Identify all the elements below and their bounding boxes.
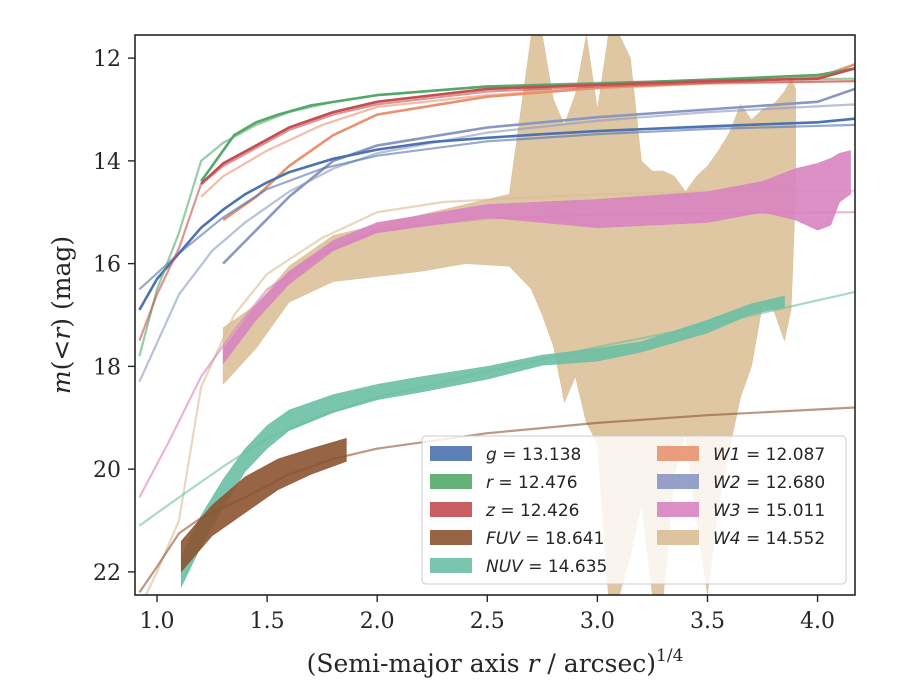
legend-band: W2: [713, 473, 741, 493]
legend-entry-r: r = 12.476: [430, 473, 578, 493]
fit-line-r: [138, 77, 855, 357]
x-axis-label-pre: (Semi-major axis: [307, 649, 528, 678]
legend-entry-g: g = 13.138: [430, 445, 581, 465]
legend-label: FUV = 18.641: [486, 529, 604, 549]
legend-entry-W2: W2 = 12.680: [657, 473, 825, 493]
y-axis-label-lt: <: [47, 340, 76, 361]
fit-line-W4: [145, 189, 855, 595]
profile-line-g: [138, 117, 855, 311]
y-axis-label: m(<r) (mag): [47, 236, 76, 394]
legend-band: z: [485, 501, 496, 521]
y-tick-label: 22: [93, 561, 121, 586]
legend-value: = 13.138: [497, 445, 582, 465]
x-tick-label: 4.0: [800, 609, 835, 634]
legend-value: = 12.426: [495, 501, 580, 521]
legend-frame: [421, 435, 847, 585]
legend-label: z = 12.426: [485, 501, 579, 521]
fit-line-W3: [138, 211, 855, 498]
series-r: [138, 67, 855, 357]
legend-swatch: [430, 446, 472, 461]
legend-value: = 12.087: [741, 445, 826, 465]
profile-line-W2: [222, 87, 855, 265]
legend-swatch: [657, 530, 699, 545]
series-W3: [138, 150, 855, 498]
x-axis-label-var: r: [528, 649, 542, 678]
legend-swatch: [657, 446, 699, 461]
band-FUV: [180, 437, 347, 573]
x-tick-label: 1.0: [140, 609, 175, 634]
legend-swatch: [657, 474, 699, 489]
legend-swatch: [430, 530, 472, 545]
legend-swatch: [430, 558, 472, 573]
legend-band: r: [486, 473, 494, 493]
plot-frame: [134, 34, 856, 596]
legend-entry-FUV: FUV = 18.641: [430, 529, 604, 549]
legend-band: g: [486, 445, 497, 465]
x-axis: 1.0 1.5 2.0 2.5 3.0 3.5 4.0: [140, 595, 835, 634]
y-tick-label: 12: [93, 47, 121, 72]
legend-entry-z: z = 12.426: [430, 501, 579, 521]
series-NUV: [138, 290, 855, 588]
legend-band: W4: [713, 529, 741, 549]
x-tick-label: 3.0: [580, 609, 615, 634]
x-axis-label-post: / arcsec): [539, 649, 656, 678]
series-z: [138, 67, 855, 342]
series-W2: [138, 87, 855, 383]
series-g: [138, 117, 855, 311]
series-FUV: [138, 406, 855, 594]
legend-swatch: [430, 502, 472, 517]
legend-swatch: [657, 502, 699, 517]
y-tick-label: 18: [93, 355, 121, 380]
legend-label: NUV = 14.635: [486, 557, 607, 577]
legend-swatch: [430, 474, 472, 489]
legend-band: FUV: [486, 529, 521, 549]
fit-line-NUV: [138, 290, 855, 527]
legend-label: W3 = 15.011: [713, 501, 825, 521]
legend-value: = 12.680: [741, 473, 826, 493]
legend-label: W4 = 14.552: [713, 529, 825, 549]
legend-band: W3: [713, 501, 741, 521]
legend-value: = 12.476: [493, 473, 578, 493]
fit-line-W2: [138, 103, 855, 383]
y-tick-label: 16: [93, 253, 121, 278]
x-tick-label: 2.5: [470, 609, 505, 634]
legend-label: W1 = 12.087: [713, 445, 825, 465]
legend-label: g = 13.138: [486, 445, 581, 465]
legend-label: W2 = 12.680: [713, 473, 825, 493]
y-axis-label-m: m: [47, 370, 76, 394]
legend-entry-NUV: NUV = 14.635: [430, 557, 607, 577]
x-axis-label: (Semi-major axis r / arcsec)1/4: [307, 646, 684, 678]
fit-line-FUV: [138, 406, 855, 594]
legend-value: = 15.011: [741, 501, 826, 521]
legend-entry-W4: W4 = 14.552: [657, 529, 825, 549]
band-W3: [222, 150, 851, 365]
legend-band: NUV: [486, 557, 524, 577]
y-axis-label-close: ): [47, 318, 76, 328]
fit-line-W1: [200, 80, 855, 198]
legend-value: = 18.641: [520, 529, 605, 549]
y-axis: 12 14 16 18 20 22: [93, 47, 135, 586]
fit-line-z: [138, 80, 855, 342]
y-tick-label: 20: [93, 458, 121, 483]
profile-line-z: [200, 67, 855, 185]
x-tick-label: 1.5: [250, 609, 285, 634]
fit-line-g: [138, 123, 855, 291]
legend-value: = 14.552: [741, 529, 826, 549]
legend-entry-W1: W1 = 12.087: [657, 445, 825, 465]
x-tick-label: 2.0: [360, 609, 395, 634]
x-tick-label: 3.5: [690, 609, 725, 634]
y-axis-label-r: r: [47, 326, 76, 340]
legend-label: r = 12.476: [486, 473, 578, 493]
y-tick-label: 14: [93, 150, 121, 175]
legend-entry-W3: W3 = 15.011: [657, 501, 825, 521]
legend-band: W1: [713, 445, 741, 465]
y-axis-label-open: (: [47, 361, 76, 371]
y-axis-label-unit: (mag): [47, 236, 76, 318]
legend-value: = 14.635: [523, 557, 608, 577]
x-axis-label-sup: 1/4: [656, 646, 683, 666]
